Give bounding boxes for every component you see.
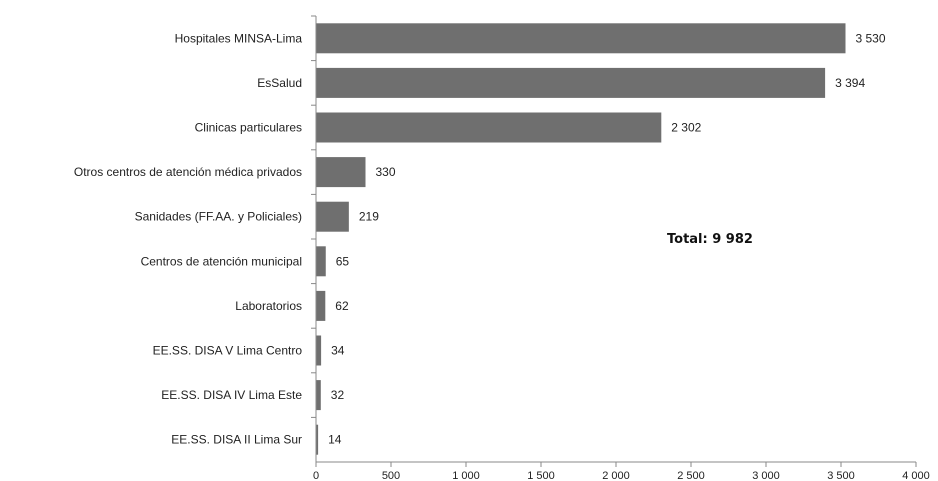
value-labels: 3 530 3 394 2 302 330 219 65 62 34 32 14 <box>328 31 886 446</box>
bars-group <box>316 23 846 455</box>
category-label: EsSalud <box>257 76 302 90</box>
x-tick-label: 1 500 <box>527 470 555 481</box>
x-axis-ticks: 0 500 1 000 1 500 2 000 2 500 3 000 3 500 4 000 <box>311 15 930 481</box>
value-label: 65 <box>336 254 350 268</box>
x-tick-label: 0 <box>313 470 319 481</box>
category-label: Clinicas particulares <box>195 121 302 135</box>
bar <box>316 424 319 455</box>
x-tick-label: 3 000 <box>752 470 780 481</box>
category-label: EE.SS. DISA II Lima Sur <box>171 433 302 447</box>
value-label: 219 <box>359 210 379 224</box>
value-label: 3 530 <box>856 31 886 45</box>
x-tick-label: 2 500 <box>677 470 705 481</box>
value-label: 34 <box>331 344 345 358</box>
x-tick-label: 3 500 <box>827 470 855 481</box>
category-label: Sanidades (FF.AA. y Policiales) <box>135 210 302 224</box>
value-label: 3 394 <box>835 76 865 90</box>
x-tick-label: 2 000 <box>602 470 630 481</box>
total-annotation: Total: 9 982 <box>667 232 753 247</box>
bar <box>316 112 662 143</box>
category-labels: Hospitales MINSA-Lima EsSalud Clinicas par… <box>74 31 302 446</box>
value-label: 14 <box>328 433 342 447</box>
category-label: Centros de atención municipal <box>141 254 302 268</box>
category-label: EE.SS. DISA IV Lima Este <box>161 388 302 402</box>
value-label: 32 <box>331 388 345 402</box>
bar <box>316 380 321 411</box>
bar <box>316 67 826 98</box>
bar <box>316 335 322 366</box>
bar <box>316 157 366 188</box>
category-label: Otros centros de atención médica privado… <box>74 165 302 179</box>
bar <box>316 246 326 277</box>
category-label: EE.SS. DISA V Lima Centro <box>153 344 303 358</box>
x-tick-label: 1 000 <box>452 470 480 481</box>
bar <box>316 23 846 54</box>
category-label: Laboratorios <box>235 299 302 313</box>
value-label: 330 <box>376 165 396 179</box>
x-tick-label: 4 000 <box>902 470 930 481</box>
bar <box>316 290 326 321</box>
x-tick-label: 500 <box>382 470 400 481</box>
bar <box>316 201 349 232</box>
value-label: 62 <box>335 299 349 313</box>
category-label: Hospitales MINSA-Lima <box>175 31 303 45</box>
value-label: 2 302 <box>671 121 701 135</box>
